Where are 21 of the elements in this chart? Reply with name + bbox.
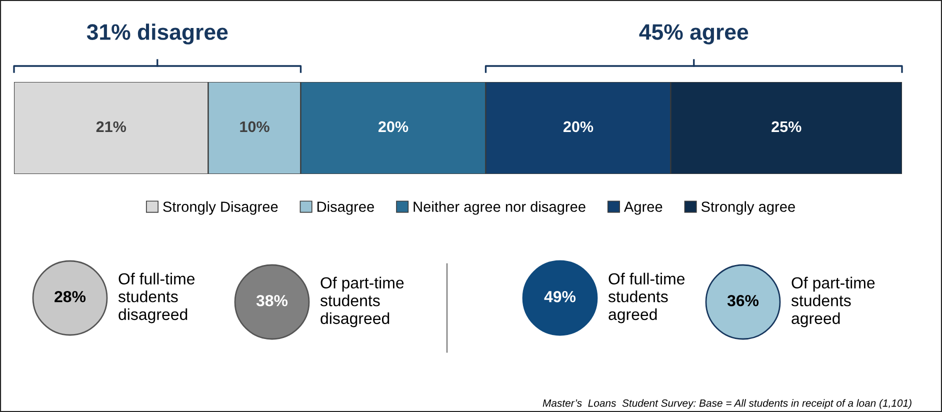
legend-label: Strongly agree (701, 201, 795, 215)
legend-label: Strongly Disagree (163, 201, 278, 215)
text: 36% (727, 294, 759, 306)
data-label: 20% (563, 121, 594, 132)
text: Of full-time students disagreed (118, 272, 194, 324)
text: 45% agree (639, 24, 748, 44)
data-label: 10% (240, 121, 270, 132)
legend-label: Agree (624, 202, 662, 215)
text: 28% (54, 290, 86, 302)
text: Of part-time students agreed (791, 276, 875, 328)
legend-label: Neither agree nor disagree (414, 201, 586, 215)
text: 38% (256, 294, 288, 306)
text: 31% disagree (86, 24, 228, 44)
text: 49% (544, 290, 576, 302)
data-label: 20% (378, 121, 408, 132)
text: Master’s Loans Student Survey: Base = All students in receipt of a loan (1,101) (542, 399, 912, 409)
data-label: 21% (96, 121, 126, 132)
text: Of full-time students agreed (608, 272, 684, 324)
data-label: 25% (772, 121, 802, 132)
text: Of part-time students disagreed (320, 276, 404, 328)
legend-label: Disagree (317, 201, 374, 215)
